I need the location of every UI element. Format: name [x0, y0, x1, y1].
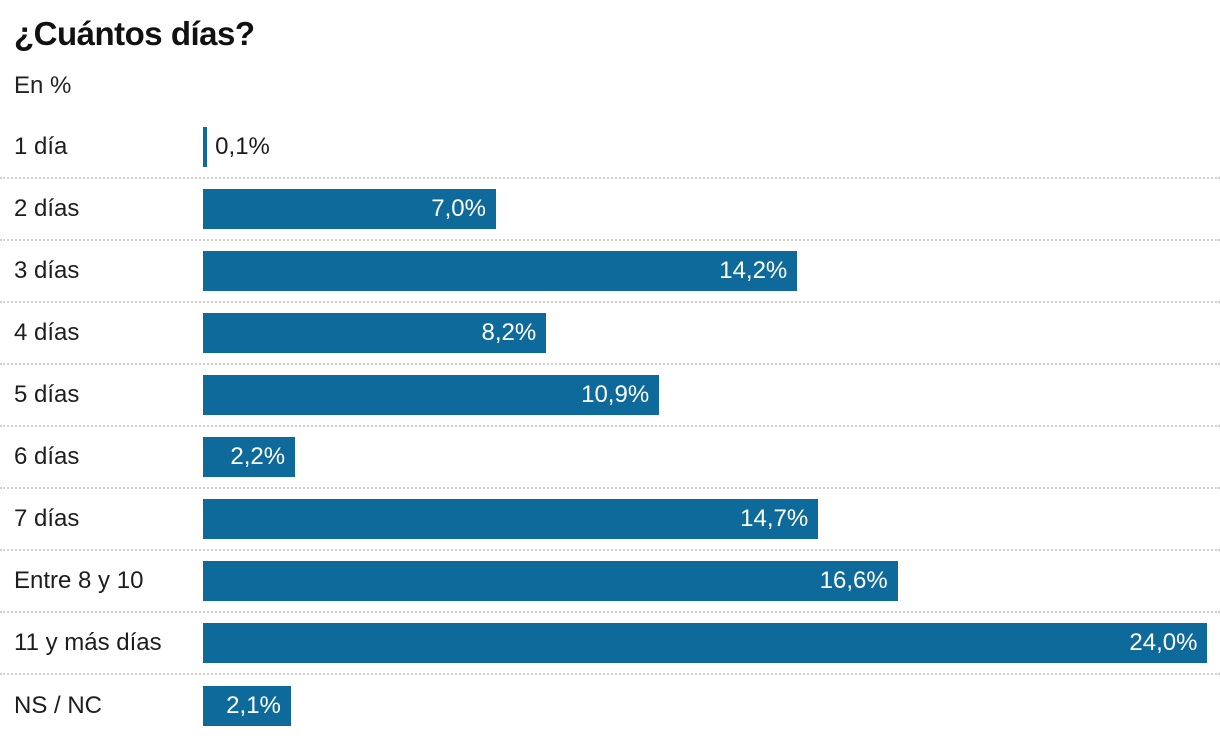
value-label: 16,6% [819, 567, 888, 595]
category-label: 5 días [14, 381, 80, 409]
bar: 2,1% [203, 686, 291, 727]
value-label: 14,7% [740, 505, 809, 533]
chart-row: 1 día 0,1% [0, 117, 1220, 180]
chart-header: ¿Cuántos días? En % [0, 0, 1220, 100]
category-label: 7 días [14, 505, 80, 533]
bar-track: 10,9% [203, 375, 1220, 416]
category-label: 2 días [14, 195, 80, 223]
chart-row: Entre 8 y 10 16,6% [0, 551, 1220, 614]
value-label: 2,2% [230, 443, 286, 471]
category-label: Entre 8 y 10 [14, 567, 144, 595]
bar: 14,2% [203, 251, 798, 292]
bar: 14,7% [203, 499, 819, 540]
bar-track: 14,7% [203, 499, 1220, 540]
chart-row: 2 días 7,0% [0, 179, 1220, 242]
bar-chart: 1 día 0,1% 2 días 7,0% 3 días 14,2% 4 días 8,2%… [0, 117, 1220, 737]
bar-track: 8,2% [203, 313, 1220, 354]
chart-row: 7 días 14,7% [0, 489, 1220, 552]
bar: 24,0% [203, 623, 1208, 664]
bar-track: 24,0% [203, 623, 1220, 664]
bar: 16,6% [203, 561, 898, 602]
bar-track: 0,1% [203, 127, 1220, 168]
category-label: 4 días [14, 319, 80, 347]
bar-track: 14,2% [203, 251, 1220, 292]
chart-title: ¿Cuántos días? [14, 15, 255, 52]
bar-track: 7,0% [203, 189, 1220, 230]
chart-row: 4 días 8,2% [0, 303, 1220, 366]
category-label: 3 días [14, 257, 80, 285]
chart-subtitle: En % [14, 72, 72, 100]
bar: 2,2% [203, 437, 296, 478]
category-label: NS / NC [14, 692, 103, 720]
bar-track: 2,2% [203, 437, 1220, 478]
chart-row: 6 días 2,2% [0, 427, 1220, 490]
bar: 8,2% [203, 313, 547, 354]
category-label: 11 y más días [14, 629, 162, 657]
category-label: 1 día [14, 133, 68, 161]
bar-track: 2,1% [203, 686, 1220, 727]
chart-row: 5 días 10,9% [0, 365, 1220, 428]
bar [203, 127, 208, 168]
chart-row: 3 días 14,2% [0, 241, 1220, 304]
value-label: 10,9% [581, 381, 650, 409]
chart-row: NS / NC 2,1% [0, 675, 1220, 737]
value-label: 7,0% [431, 195, 486, 223]
value-label: 0,1% [215, 133, 270, 161]
category-label: 6 días [14, 443, 80, 471]
value-label: 2,1% [226, 692, 281, 720]
value-label: 8,2% [481, 319, 537, 347]
bar-track: 16,6% [203, 561, 1220, 602]
bar: 7,0% [203, 189, 496, 230]
chart-row: 11 y más días 24,0% [0, 613, 1220, 676]
value-label: 14,2% [719, 257, 788, 285]
bar: 10,9% [203, 375, 660, 416]
value-label: 24,0% [1129, 629, 1198, 657]
